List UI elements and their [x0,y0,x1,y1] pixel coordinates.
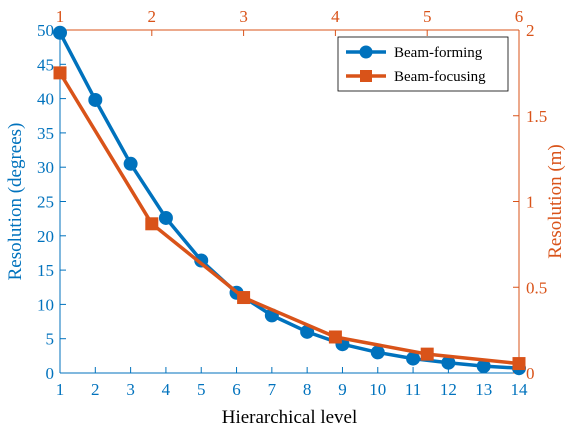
y-left-tick-label: 35 [37,124,54,143]
y-right-tick-label: 1.5 [526,107,547,126]
y-left-tick-label: 5 [46,330,55,349]
series-1-point [370,345,385,360]
x-bottom-tick-label: 13 [475,380,492,399]
y-left-tick-label: 20 [37,227,54,246]
x-bottom-tick-label: 5 [197,380,206,399]
x-top-tick-label: 6 [515,7,524,26]
x-top-tick-label: 2 [148,7,157,26]
y-left-tick-label: 0 [46,364,55,383]
x-bottom-tick-label: 4 [162,380,171,399]
series-2-point [512,357,526,371]
series-1-point [158,210,173,225]
y-left-tick-label: 50 [37,21,54,40]
x-bottom-tick-label: 11 [405,380,421,399]
y-left-tick-label: 25 [37,193,54,212]
x-bottom-tick-label: 6 [232,380,241,399]
y-right-axis-label: Resolution (m) [545,144,566,259]
x-axis-label: Hierarchical level [222,407,358,428]
legend-label-2: Beam-focusing [394,69,486,85]
y-right-tick-label: 0 [526,364,535,383]
x-bottom-tick-label: 3 [126,380,135,399]
y-right-tick-label: 1 [526,193,535,212]
series-2-point [237,291,251,305]
series-2-point [420,347,434,361]
series-2-point [145,217,159,231]
x-bottom-tick-label: 9 [338,380,347,399]
x-bottom-tick-label: 1 [56,380,65,399]
series-line-2 [58,71,520,366]
x-top-tick-label: 4 [331,7,340,26]
x-bottom-tick-label: 14 [511,380,529,399]
legend-label-1: Beam-forming [394,45,483,61]
x-top-tick-label: 5 [423,7,432,26]
y-right-tick-label: 2 [526,21,535,40]
legend-marker-2 [360,70,372,82]
x-top-tick-label: 1 [56,7,65,26]
y-left-tick-label: 15 [37,261,54,280]
series-1-point [53,25,67,40]
y-left-tick-label: 30 [37,158,54,177]
y-right-tick-label: 0.5 [526,278,547,297]
x-bottom-tick-label: 7 [268,380,277,399]
y-left-tick-label: 45 [37,55,54,74]
series-1-point [123,156,138,171]
x-bottom-tick-label: 12 [440,380,457,399]
x-bottom-tick-label: 10 [369,380,386,399]
y-left-axis-label: Resolution (degrees) [5,123,26,281]
series-1-point [88,92,103,107]
x-top-tick-label: 3 [239,7,248,26]
legend-marker-1 [359,45,373,59]
series-2-point [328,330,342,344]
x-bottom-tick-label: 8 [303,380,312,399]
y-left-tick-label: 10 [37,295,54,314]
y-left-tick-label: 40 [37,90,54,109]
series-2-point [53,66,67,80]
x-bottom-tick-label: 2 [91,380,100,399]
